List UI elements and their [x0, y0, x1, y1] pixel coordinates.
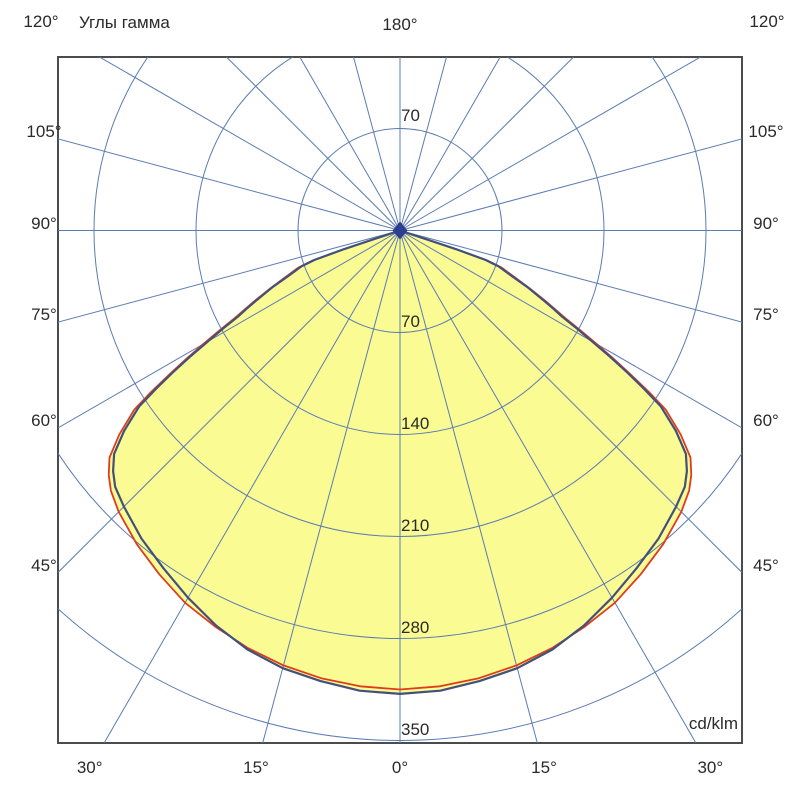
- radial-tick-label: 140: [401, 413, 430, 433]
- radial-tick-label: 70: [401, 105, 420, 125]
- grid-ray: [299, 57, 401, 231]
- left-angle-label: 90°: [31, 213, 57, 233]
- bottom-angle-label: 30°: [697, 758, 724, 777]
- grid-ray: [103, 230, 401, 743]
- grid-ray: [399, 138, 742, 231]
- grid-ray: [262, 230, 401, 743]
- center-marker: [392, 221, 408, 240]
- bottom-angle-label: 15°: [531, 758, 557, 777]
- grid-ray: [58, 230, 401, 429]
- grid-ray: [58, 230, 401, 574]
- top-center-angle-label: 180°: [382, 15, 418, 34]
- grid-ray: [58, 230, 401, 323]
- right-angle-label: 60°: [753, 410, 779, 430]
- top-left-angle-label: 120°: [23, 12, 59, 31]
- left-angle-label: 60°: [31, 410, 57, 430]
- right-angle-label: 75°: [753, 305, 779, 325]
- grid-ray: [399, 57, 575, 231]
- right-angle-label: 90°: [753, 213, 779, 233]
- right-angle-label: 105°: [748, 121, 784, 141]
- radial-tick-label: 350: [401, 719, 430, 739]
- grid-ray: [399, 57, 448, 231]
- grid-ray: [58, 138, 401, 231]
- radial-tick-label: 210: [401, 515, 430, 535]
- grid-ray: [98, 57, 401, 231]
- bottom-angle-label: 15°: [243, 758, 269, 777]
- left-angle-label: 105°: [26, 121, 62, 141]
- grid-ray: [399, 230, 538, 743]
- curve-blue: [112, 229, 688, 695]
- grid-ray: [225, 57, 401, 231]
- radial-tick-label: 70: [401, 311, 420, 331]
- chart-title: Углы гамма: [79, 13, 170, 32]
- radial-tick-label: 280: [401, 617, 430, 637]
- left-angle-label: 75°: [31, 305, 57, 325]
- grid-ray: [399, 230, 742, 323]
- grid-ray: [399, 57, 702, 231]
- unit-label: cd/klm: [688, 714, 738, 733]
- grid-ray: [399, 230, 742, 429]
- grid-ray: [399, 230, 697, 743]
- bottom-angle-label: 30°: [76, 758, 103, 777]
- top-right-angle-label: 120°: [749, 12, 785, 31]
- grid-ray: [399, 230, 742, 574]
- left-angle-label: 45°: [31, 555, 57, 575]
- bottom-angle-label: 0°: [391, 758, 409, 777]
- grid-ray: [399, 57, 501, 231]
- grid-ray: [352, 57, 401, 231]
- right-angle-label: 45°: [753, 555, 779, 575]
